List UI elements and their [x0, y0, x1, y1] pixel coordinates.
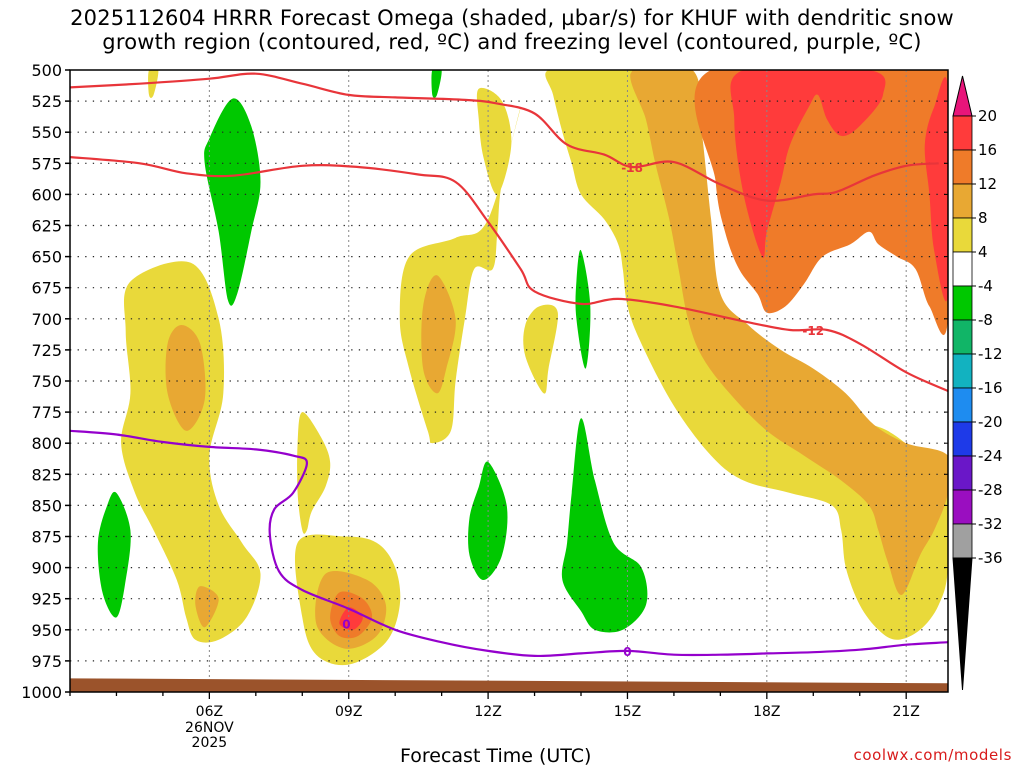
omega-region-6	[165, 325, 206, 431]
xtick-label-09Z: 09Z	[335, 704, 362, 720]
ground-surface	[70, 678, 948, 692]
source-watermark: coolwx.com/models	[853, 746, 1012, 764]
omega-region-21	[575, 249, 591, 369]
omega-region-20	[431, 70, 442, 98]
ytick-label-600: 600	[31, 185, 62, 204]
colorbar-segment-2	[952, 183, 973, 219]
omega-region-7	[195, 586, 219, 628]
xtick-label-21Z: 21Z	[892, 704, 919, 720]
ytick-label-925: 925	[31, 590, 62, 609]
colorbar-label-11: -28	[978, 481, 1003, 499]
colorbar: 20 16 12 8 4 -4 -8 -12 -16 -20 -24 -28 -32 -36	[952, 75, 1003, 691]
colorbar-segment-0	[952, 115, 973, 151]
ytick-label-950: 950	[31, 621, 62, 640]
isotherm-lower-line	[70, 156, 948, 393]
xtick-label-06Z: 06Z	[196, 704, 223, 720]
omega-region-8	[297, 412, 331, 534]
omega-region-17	[148, 70, 159, 98]
contour-label-3: 0	[623, 645, 631, 659]
colorbar-segment-6	[952, 319, 973, 355]
chart-title-line-2: growth region (contoured, red, ºC) and f…	[102, 30, 922, 54]
contour-line-layer	[70, 72, 948, 658]
colorbar-label-0: 20	[978, 107, 997, 125]
chart-title-line-1: 2025112604 HRRR Forecast Omega (shaded, …	[70, 6, 954, 30]
contour-label-0: -18	[621, 161, 643, 175]
x-axis-title: Forecast Time (UTC)	[400, 745, 592, 767]
colorbar-label-3: 8	[978, 209, 988, 227]
ytick-label-825: 825	[31, 465, 62, 484]
colorbar-label-2: 12	[978, 175, 997, 193]
colorbar-label-5: -4	[978, 277, 993, 295]
colorbar-label-9: -20	[978, 413, 1003, 431]
contour-label-2: 0	[342, 618, 350, 632]
colorbar-segment-11	[952, 489, 973, 525]
colorbar-segment-7	[952, 353, 973, 389]
ytick-label-900: 900	[31, 559, 62, 578]
omega-region-5	[121, 261, 261, 643]
omega-region-1	[630, 70, 948, 596]
colorbar-bottom-arrow	[952, 557, 973, 691]
freezing-level-line	[70, 429, 948, 658]
colorbar-segment-12	[952, 523, 973, 559]
omega-region-19	[204, 98, 261, 306]
omega-region-18	[622, 70, 633, 77]
ytick-label-550: 550	[31, 123, 62, 142]
colorbar-segment-1	[952, 149, 973, 185]
ytick-label-725: 725	[31, 341, 62, 360]
ytick-label-750: 750	[31, 372, 62, 391]
omega-region-14	[476, 87, 512, 195]
ytick-label-675: 675	[31, 279, 62, 298]
chart-title: 2025112604 HRRR Forecast Omega (shaded, …	[0, 6, 1024, 54]
colorbar-segment-10	[952, 455, 973, 491]
colorbar-label-8: -16	[978, 379, 1003, 397]
ytick-label-775: 775	[31, 403, 62, 422]
omega-region-22	[561, 418, 648, 633]
colorbar-label-6: -8	[978, 311, 993, 329]
xtick-label-12Z: 12Z	[474, 704, 501, 720]
ground-layer	[70, 678, 948, 692]
ytick-label-625: 625	[31, 217, 62, 236]
omega-shading-layer	[97, 70, 948, 666]
colorbar-label-13: -36	[978, 549, 1003, 567]
ytick-label-975: 975	[31, 652, 62, 671]
ytick-label-1000: 1000	[21, 683, 62, 702]
contour-label-1: -12	[802, 324, 824, 338]
date-label-line-1: 26NOV	[185, 720, 234, 736]
grid-layer	[70, 70, 948, 692]
contour-label-layer: -18 -12 0 0	[342, 161, 824, 659]
colorbar-segment-4	[952, 251, 973, 287]
colorbar-top-arrow	[952, 75, 973, 117]
ytick-label-800: 800	[31, 434, 62, 453]
colorbar-label-12: -32	[978, 515, 1003, 533]
date-label-line-2: 2025	[192, 735, 228, 751]
colorbar-label-10: -24	[978, 447, 1003, 465]
colorbar-label-4: 4	[978, 243, 988, 261]
ytick-label-850: 850	[31, 496, 62, 515]
xtick-label-18Z: 18Z	[753, 704, 780, 720]
ytick-label-700: 700	[31, 310, 62, 329]
ytick-label-650: 650	[31, 248, 62, 267]
colorbar-label-1: 16	[978, 141, 997, 159]
omega-region-15	[421, 275, 456, 394]
xtick-label-15Z: 15Z	[614, 704, 641, 720]
colorbar-segment-8	[952, 387, 973, 423]
ytick-label-575: 575	[31, 154, 62, 173]
colorbar-label-7: -12	[978, 345, 1003, 363]
omega-region-3	[730, 70, 886, 258]
omega-region-4	[924, 77, 948, 302]
colorbar-segment-9	[952, 421, 973, 457]
ytick-label-875: 875	[31, 528, 62, 547]
isotherm-upper-line	[70, 72, 939, 202]
ytick-label-500: 500	[31, 61, 62, 80]
omega-region-16	[523, 304, 558, 394]
colorbar-segment-5	[952, 285, 973, 321]
ytick-label-525: 525	[31, 92, 62, 111]
colorbar-segment-3	[952, 217, 973, 253]
axes-layer: 500 525 550 575 600 625 650 675 700 725 750 775 800 8…	[21, 61, 949, 751]
omega-region-24	[97, 491, 131, 618]
